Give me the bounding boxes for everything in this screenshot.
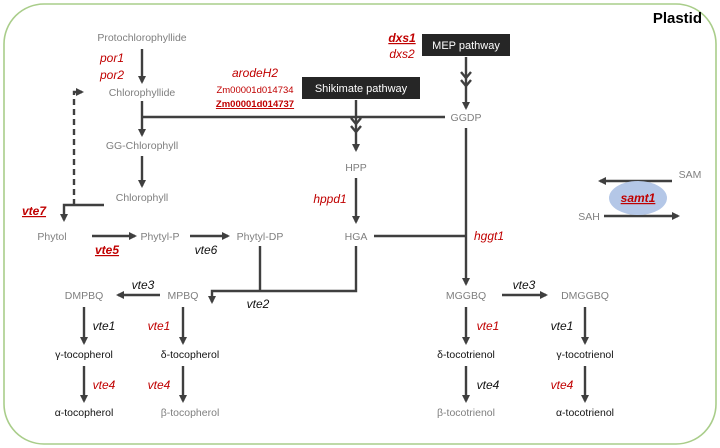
gene-por2: por2	[99, 68, 124, 82]
dashed-arrow-phytol-to-chlorophyllide	[72, 88, 84, 205]
metabolite-alpha-tocopherol: α-tocopherol	[55, 407, 114, 419]
metabolite-ggdp: GGDP	[451, 112, 482, 124]
arrow-hga-to-mpbq	[208, 246, 358, 304]
shikimate-pathway-box	[302, 77, 420, 99]
gene-dxs1: dxs1	[388, 31, 416, 45]
metabolite-mpbq: MPBQ	[168, 290, 199, 302]
gene-arodeh2: arodeH2	[232, 66, 278, 80]
metabolite-phytyl-p: Phytyl-P	[140, 231, 179, 243]
metabolite-delta-tocotrienol: δ-tocotrienol	[437, 349, 495, 361]
gene-vte4-alpha-tocopherol: vte4	[93, 378, 116, 392]
metabolite-dmpbq: DMPBQ	[65, 290, 104, 302]
gene-zm00001d014734: Zm00001d014734	[216, 85, 293, 96]
plastid-title: Plastid	[653, 10, 702, 27]
metabolite-beta-tocotrienol: β-tocotrienol	[437, 407, 495, 419]
gene-dxs2: dxs2	[389, 47, 415, 61]
gene-vte4-beta-tocopherol: vte4	[148, 378, 171, 392]
chevron-shikimate-1	[350, 117, 362, 126]
metabolite-phytol: Phytol	[37, 231, 66, 243]
metabolite-chlorophyll: Chlorophyll	[116, 192, 169, 204]
mep-pathway-box	[422, 34, 510, 56]
shikimate-pathway-label: Shikimate pathway	[315, 83, 408, 95]
metabolite-dmggbq: DMGGBQ	[561, 290, 609, 302]
gene-vte6: vte6	[195, 243, 218, 257]
gene-vte1-gamma-tocopherol: vte1	[93, 319, 116, 333]
metabolite-sah: SAH	[578, 211, 600, 223]
metabolite-phytyl-dp: Phytyl-DP	[237, 231, 284, 243]
mep-pathway-label: MEP pathway	[432, 40, 500, 52]
metabolite-hpp: HPP	[345, 162, 367, 174]
gene-samt1: samt1	[621, 191, 656, 205]
metabolite-gg-chlorophyll: GG-Chlorophyll	[106, 140, 178, 152]
gene-hggt1: hggt1	[474, 229, 504, 243]
gene-zm00001d014737: Zm00001d014737	[216, 99, 294, 110]
metabolite-hga: HGA	[345, 231, 368, 243]
metabolite-sam: SAM	[679, 169, 702, 181]
gene-vte1-delta-tocotrienol: vte1	[477, 319, 500, 333]
chevron-mep-2	[460, 79, 472, 88]
gene-vte2: vte2	[247, 297, 270, 311]
metabolite-gamma-tocotrienol: γ-tocotrienol	[556, 349, 613, 361]
gene-vte1-gamma-tocotrienol: vte1	[551, 319, 574, 333]
gene-vte3-tocotrienol: vte3	[513, 278, 536, 292]
metabolite-alpha-tocotrienol: α-tocotrienol	[556, 407, 614, 419]
chevron-shikimate-2	[350, 125, 362, 134]
metabolite-chlorophyllide: Chlorophyllide	[109, 87, 176, 99]
samt1-transporter	[609, 181, 667, 215]
gene-vte1-delta-tocopherol: vte1	[148, 319, 171, 333]
metabolite-beta-tocopherol: β-tocopherol	[161, 407, 220, 419]
gene-vte3-tocopherol: vte3	[132, 278, 155, 292]
gene-por1: por1	[99, 51, 124, 65]
chevron-mep-1	[460, 71, 472, 80]
gene-vte7: vte7	[22, 204, 47, 218]
arrow-chlorophyll-to-phytol	[60, 203, 104, 222]
gene-vte4-beta-tocotrienol: vte4	[477, 378, 500, 392]
gene-vte5: vte5	[95, 243, 119, 257]
metabolite-delta-tocopherol: δ-tocopherol	[161, 349, 219, 361]
gene-vte4-alpha-tocotrienol: vte4	[551, 378, 574, 392]
metabolite-mggbq: MGGBQ	[446, 290, 486, 302]
metabolite-protochlorophyllide: Protochlorophyllide	[97, 32, 186, 44]
metabolite-gamma-tocopherol: γ-tocopherol	[55, 349, 113, 361]
gene-hppd1: hppd1	[313, 192, 346, 206]
